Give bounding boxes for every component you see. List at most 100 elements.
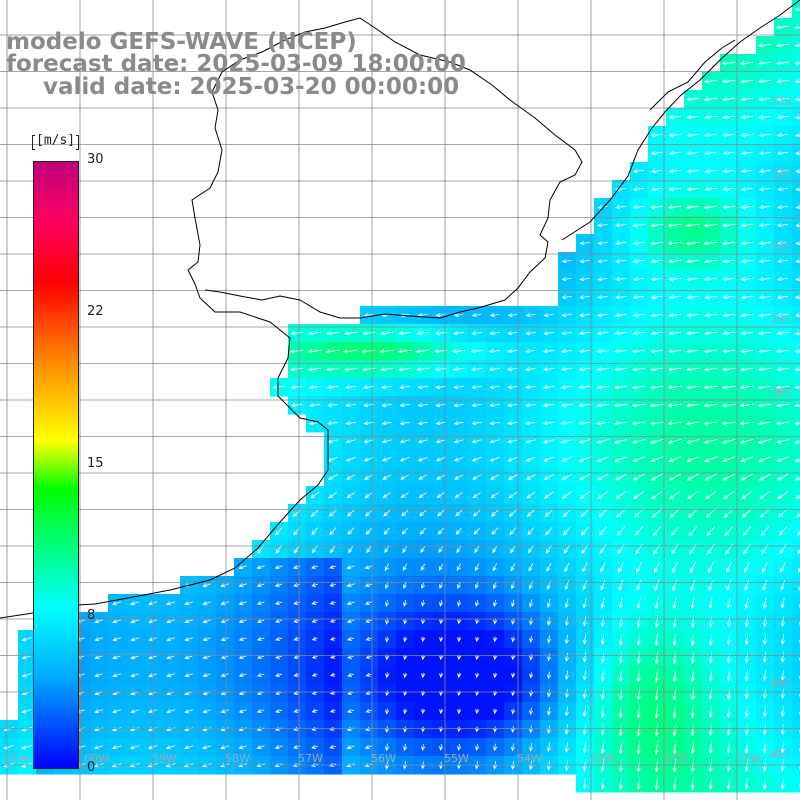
wind-arrow	[202, 745, 212, 750]
wind-arrow	[721, 223, 736, 228]
wind-arrow	[721, 403, 736, 408]
wind-arrow	[740, 115, 753, 120]
lat-label-40s: 40S	[770, 677, 791, 690]
wind-arrow	[704, 473, 717, 481]
wind-arrow	[721, 421, 736, 426]
wind-arrow	[435, 313, 446, 318]
wind-arrow	[489, 456, 500, 462]
wind-arrow	[365, 654, 372, 659]
wind-arrow	[130, 709, 140, 714]
wind-arrow	[455, 527, 463, 535]
wind-arrow	[454, 492, 463, 499]
wind-arrow	[776, 313, 789, 318]
wind-arrow	[703, 223, 718, 228]
wind-arrow	[166, 709, 176, 714]
wind-arrow	[542, 385, 555, 390]
wind-arrow	[614, 473, 627, 481]
wind-arrow	[794, 458, 800, 462]
wind-arrow	[220, 673, 229, 678]
wind-arrow	[421, 726, 426, 733]
wind-arrow	[488, 349, 501, 354]
wind-arrow	[740, 473, 753, 481]
wind-arrow	[614, 295, 627, 300]
wind-arrow	[274, 745, 283, 750]
wind-arrow	[524, 367, 537, 372]
wind-arrow	[758, 473, 771, 481]
wind-arrow	[508, 509, 517, 517]
wind-arrow	[654, 615, 659, 628]
wind-arrow	[290, 385, 303, 390]
wind-arrow	[364, 745, 373, 750]
wind-arrow	[744, 579, 750, 592]
wind-arrow	[311, 564, 319, 569]
lat-label-36s: 36S	[770, 386, 791, 399]
wind-arrow	[776, 473, 789, 481]
wind-arrow	[780, 777, 785, 790]
wind-arrow	[704, 133, 717, 138]
wind-arrow	[744, 651, 749, 664]
lat-label-35s: 35S	[770, 313, 791, 326]
wind-arrow	[489, 313, 500, 318]
wind-arrow	[475, 672, 480, 679]
wind-arrow	[489, 331, 500, 336]
wind-arrow	[529, 672, 534, 679]
wind-arrow	[721, 61, 736, 66]
lon-label-51w: 51W	[736, 752, 761, 765]
wind-arrow	[416, 367, 429, 372]
wind-arrow	[361, 367, 376, 372]
wind-arrow	[94, 709, 104, 714]
wind-arrow	[365, 708, 373, 713]
wind-arrow	[543, 474, 554, 481]
wind-arrow	[419, 509, 427, 517]
wind-arrow	[794, 133, 800, 138]
wind-arrow	[618, 597, 623, 610]
wind-arrow	[490, 491, 500, 499]
wind-arrow	[776, 277, 789, 282]
lon-label-52w: 52W	[663, 752, 688, 765]
wind-arrow	[453, 385, 464, 390]
wind-arrow	[740, 313, 753, 318]
wind-arrow	[489, 403, 500, 408]
wind-arrow	[704, 456, 718, 463]
wind-arrow	[329, 582, 336, 587]
wind-arrow	[777, 223, 789, 228]
wind-arrow	[256, 637, 265, 641]
wind-arrow	[453, 313, 464, 318]
wind-arrow	[506, 349, 519, 354]
wind-arrow	[526, 509, 535, 517]
wind-arrow	[776, 349, 789, 354]
wind-arrow	[578, 367, 591, 372]
wind-arrow	[582, 652, 587, 663]
wind-arrow	[596, 473, 609, 481]
wind-arrow	[112, 619, 122, 624]
wind-arrow	[741, 508, 752, 518]
wind-arrow	[614, 385, 627, 390]
wind-arrow	[112, 709, 122, 714]
wind-cell	[792, 612, 800, 631]
wind-arrow	[238, 673, 247, 677]
wind-arrow	[616, 508, 626, 518]
wind-cell	[792, 234, 800, 253]
wind-arrow	[473, 509, 481, 517]
wind-arrow	[311, 582, 319, 587]
wind-arrow	[686, 456, 700, 463]
wind-arrow	[528, 563, 534, 572]
wind-arrow	[703, 421, 718, 426]
wind-arrow	[740, 331, 753, 336]
wind-arrow	[614, 205, 627, 210]
wind-arrow	[757, 421, 772, 426]
wind-cell	[792, 702, 800, 721]
wind-arrow	[543, 331, 554, 336]
wind-arrow	[272, 385, 285, 390]
wind-arrow	[511, 636, 516, 643]
wind-arrow	[795, 241, 800, 246]
wind-cell	[792, 180, 800, 199]
wind-arrow	[347, 672, 355, 677]
wind-arrow	[564, 688, 569, 699]
wind-arrow	[238, 583, 247, 588]
wind-arrow	[672, 597, 677, 610]
wind-arrow	[600, 562, 606, 573]
wind-arrow	[650, 473, 663, 481]
wind-arrow	[740, 187, 753, 192]
wind-arrow	[289, 367, 304, 372]
